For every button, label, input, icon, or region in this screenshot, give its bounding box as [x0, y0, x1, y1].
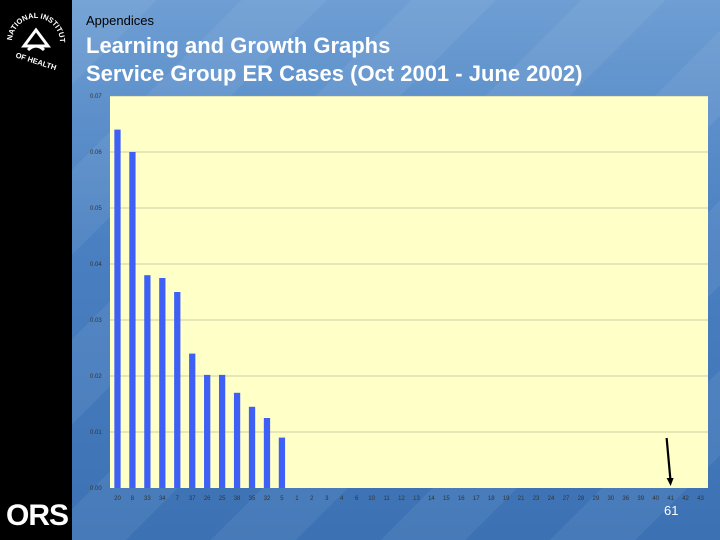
y-tick-label: 0.05 [90, 206, 102, 212]
x-tick-label: 7 [176, 496, 180, 502]
x-tick-label: 24 [548, 496, 555, 502]
title-line-2: Service Group ER Cases (Oct 2001 - June … [86, 61, 583, 86]
bar [189, 353, 196, 488]
x-tick-label: 11 [383, 496, 390, 502]
x-tick-label: 36 [622, 496, 629, 502]
bar [129, 152, 136, 488]
x-tick-label: 37 [189, 496, 196, 502]
x-tick-label: 35 [249, 496, 256, 502]
x-tick-label: 34 [159, 496, 166, 502]
x-tick-label: 15 [443, 496, 450, 502]
plot-area [110, 96, 708, 488]
page-title: Learning and Growth Graphs Service Group… [86, 32, 582, 88]
y-tick-label: 0.02 [90, 374, 102, 380]
bar [114, 129, 121, 488]
y-tick-label: 0.04 [90, 262, 102, 268]
x-tick-label: 26 [204, 496, 211, 502]
x-tick-label: 40 [652, 496, 659, 502]
x-tick-label: 19 [503, 496, 510, 502]
bar [248, 406, 256, 488]
x-tick-label: 3 [325, 496, 329, 502]
y-tick-label: 0.07 [90, 94, 102, 100]
bar [174, 292, 181, 488]
bars [114, 129, 286, 488]
x-tick-label: 33 [144, 496, 151, 502]
annotation-arrow [665, 437, 674, 486]
bar [144, 275, 151, 488]
y-tick-label: 0.01 [90, 430, 102, 436]
y-axis: 0.00 0.01 0.02 0.03 0.04 0.05 0.06 0.07 [90, 94, 102, 492]
title-line-1: Learning and Growth Graphs [86, 33, 391, 58]
x-tick-label: 4 [340, 496, 344, 502]
x-tick-label: 27 [563, 496, 570, 502]
y-tick-label: 0.03 [90, 318, 102, 324]
bar [204, 374, 211, 488]
x-axis: 20 8 33 34 7 37 26 25 38 35 32 5 1 2 3 4 6 10 11 12 13 14 15 16… [114, 496, 704, 502]
x-tick-label: 16 [458, 496, 465, 502]
x-tick-label: 13 [413, 496, 420, 502]
x-tick-label: 21 [518, 496, 525, 502]
x-tick-label: 10 [368, 496, 375, 502]
bar [233, 392, 241, 488]
arrow-head [666, 478, 674, 486]
y-tick-label: 0.00 [90, 486, 102, 492]
section-kicker: Appendices [86, 13, 154, 28]
x-tick-label: 12 [398, 496, 405, 502]
x-tick-label: 6 [355, 496, 359, 502]
bar-chart: 0.000.010.020.030.040.050.060.07 20 8 33 34… [90, 94, 708, 502]
bar [159, 278, 166, 488]
arrow-shaft [665, 437, 672, 483]
x-tick-label: 28 [578, 496, 585, 502]
x-tick-label: 41 [667, 496, 674, 502]
x-tick-label: 23 [533, 496, 540, 502]
ors-logo: ORS [6, 499, 69, 532]
x-tick-label: 20 [114, 496, 121, 502]
x-tick-label: 25 [219, 496, 226, 502]
page-number: 61 [664, 503, 679, 518]
sidebar: NATIONAL INSTITUTES OF HEALTH ORS [0, 0, 72, 540]
x-tick-label: 43 [697, 496, 704, 502]
x-tick-label: 5 [280, 496, 284, 502]
svg-text:OF HEALTH: OF HEALTH [14, 51, 57, 70]
x-tick-label: 29 [593, 496, 600, 502]
x-tick-label: 38 [234, 496, 241, 502]
x-tick-label: 2 [310, 496, 314, 502]
x-tick-label: 18 [488, 496, 495, 502]
x-tick-label: 17 [473, 496, 480, 502]
x-tick-label: 39 [637, 496, 644, 502]
x-tick-label: 1 [295, 496, 299, 502]
nih-seal-logo: NATIONAL INSTITUTES OF HEALTH [4, 6, 67, 70]
svg-text:NATIONAL INSTITUTES: NATIONAL INSTITUTES [4, 6, 67, 43]
bar [278, 437, 286, 488]
bar [263, 418, 271, 488]
bar [218, 374, 226, 488]
x-tick-label: 8 [131, 496, 135, 502]
y-tick-label: 0.06 [90, 150, 102, 156]
x-tick-label: 14 [428, 496, 435, 502]
x-tick-label: 32 [264, 496, 271, 502]
x-tick-label: 30 [607, 496, 614, 502]
x-tick-label: 42 [682, 496, 689, 502]
